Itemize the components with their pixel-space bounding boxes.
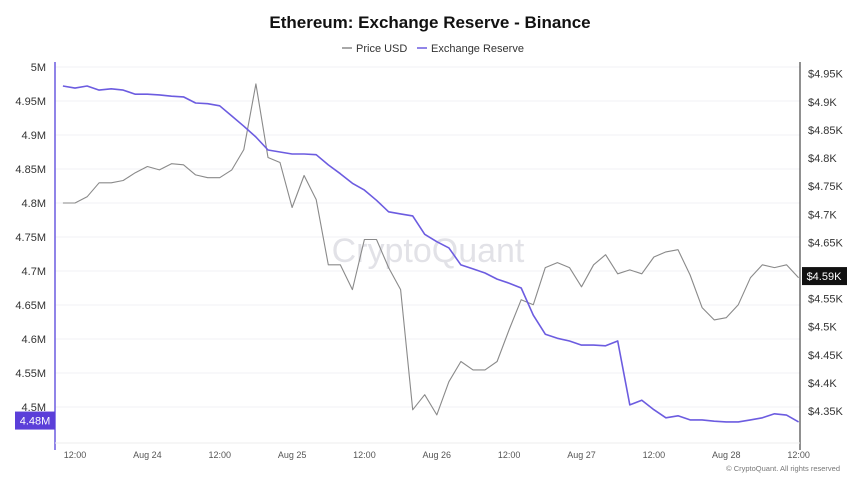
legend-price-label[interactable]: Price USD: [356, 43, 407, 55]
exchange-reserve-line: [62, 85, 799, 423]
left-axis-ticks: 5M 4.95M 4.9M 4.85M 4.8M 4.75M 4.7M 4.65M 4.6M 4.…: [15, 62, 46, 414]
left-tick-label: 4.85M: [15, 164, 46, 176]
x-tick-label: 12:00: [64, 450, 87, 460]
left-tick-label: 5M: [31, 62, 46, 74]
right-tick-label: $4.5K: [808, 322, 837, 334]
chart-title: Ethereum: Exchange Reserve - Binance: [269, 13, 590, 32]
right-tick-label: $4.8K: [808, 153, 837, 165]
left-tick-label: 4.65M: [15, 300, 46, 312]
x-axis-ticks: 12:00 Aug 24 12:00 Aug 25 12:00 Aug 26 12:00 Au…: [64, 450, 810, 460]
left-current-badge: 4.48M: [15, 411, 55, 430]
x-tick-label: Aug 24: [133, 450, 162, 460]
left-tick-label: 4.7M: [22, 266, 46, 278]
copyright: © CryptoQuant. All rights reserved: [726, 464, 840, 473]
right-tick-label: $4.85K: [808, 125, 844, 137]
series-lines: [62, 83, 800, 423]
legend: Price USD Exchange Reserve: [342, 43, 524, 55]
right-tick-label: $4.9K: [808, 97, 837, 109]
right-tick-label: $4.4K: [808, 378, 837, 390]
x-tick-label: Aug 25: [278, 450, 307, 460]
left-tick-label: 4.8M: [22, 198, 46, 210]
x-tick-label: 12:00: [643, 450, 666, 460]
right-tick-label: $4.35K: [808, 406, 844, 418]
left-tick-label: 4.75M: [15, 232, 46, 244]
x-tick-label: 12:00: [353, 450, 376, 460]
right-tick-label: $4.45K: [808, 350, 844, 362]
watermark: CryptoQuant: [332, 232, 525, 270]
x-tick-label: 12:00: [208, 450, 231, 460]
price-usd-line: [62, 83, 800, 416]
grid: [55, 66, 800, 408]
left-tick-label: 4.9M: [22, 130, 46, 142]
legend-reserve-label[interactable]: Exchange Reserve: [431, 43, 524, 55]
right-tick-label: $4.65K: [808, 237, 844, 249]
right-current-value: $4.59K: [807, 271, 843, 283]
x-tick-label: Aug 28: [712, 450, 741, 460]
right-tick-label: $4.55K: [808, 294, 844, 306]
right-current-badge: $4.59K: [802, 267, 847, 286]
left-tick-label: 4.6M: [22, 334, 46, 346]
right-tick-label: $4.75K: [808, 181, 844, 193]
x-tick-label: Aug 26: [423, 450, 452, 460]
x-tick-label: Aug 27: [567, 450, 596, 460]
left-tick-label: 4.55M: [15, 368, 46, 380]
x-tick-label: 12:00: [498, 450, 521, 460]
left-current-value: 4.48M: [20, 416, 51, 428]
right-axis-ticks: $4.95K $4.9K $4.85K $4.8K $4.75K $4.7K $4.65K $…: [808, 69, 844, 418]
right-tick-label: $4.95K: [808, 69, 844, 81]
right-tick-label: $4.7K: [808, 209, 837, 221]
left-tick-label: 4.5M: [22, 402, 46, 414]
x-tick-label: 12:00: [787, 450, 810, 460]
left-tick-label: 4.95M: [15, 96, 46, 108]
